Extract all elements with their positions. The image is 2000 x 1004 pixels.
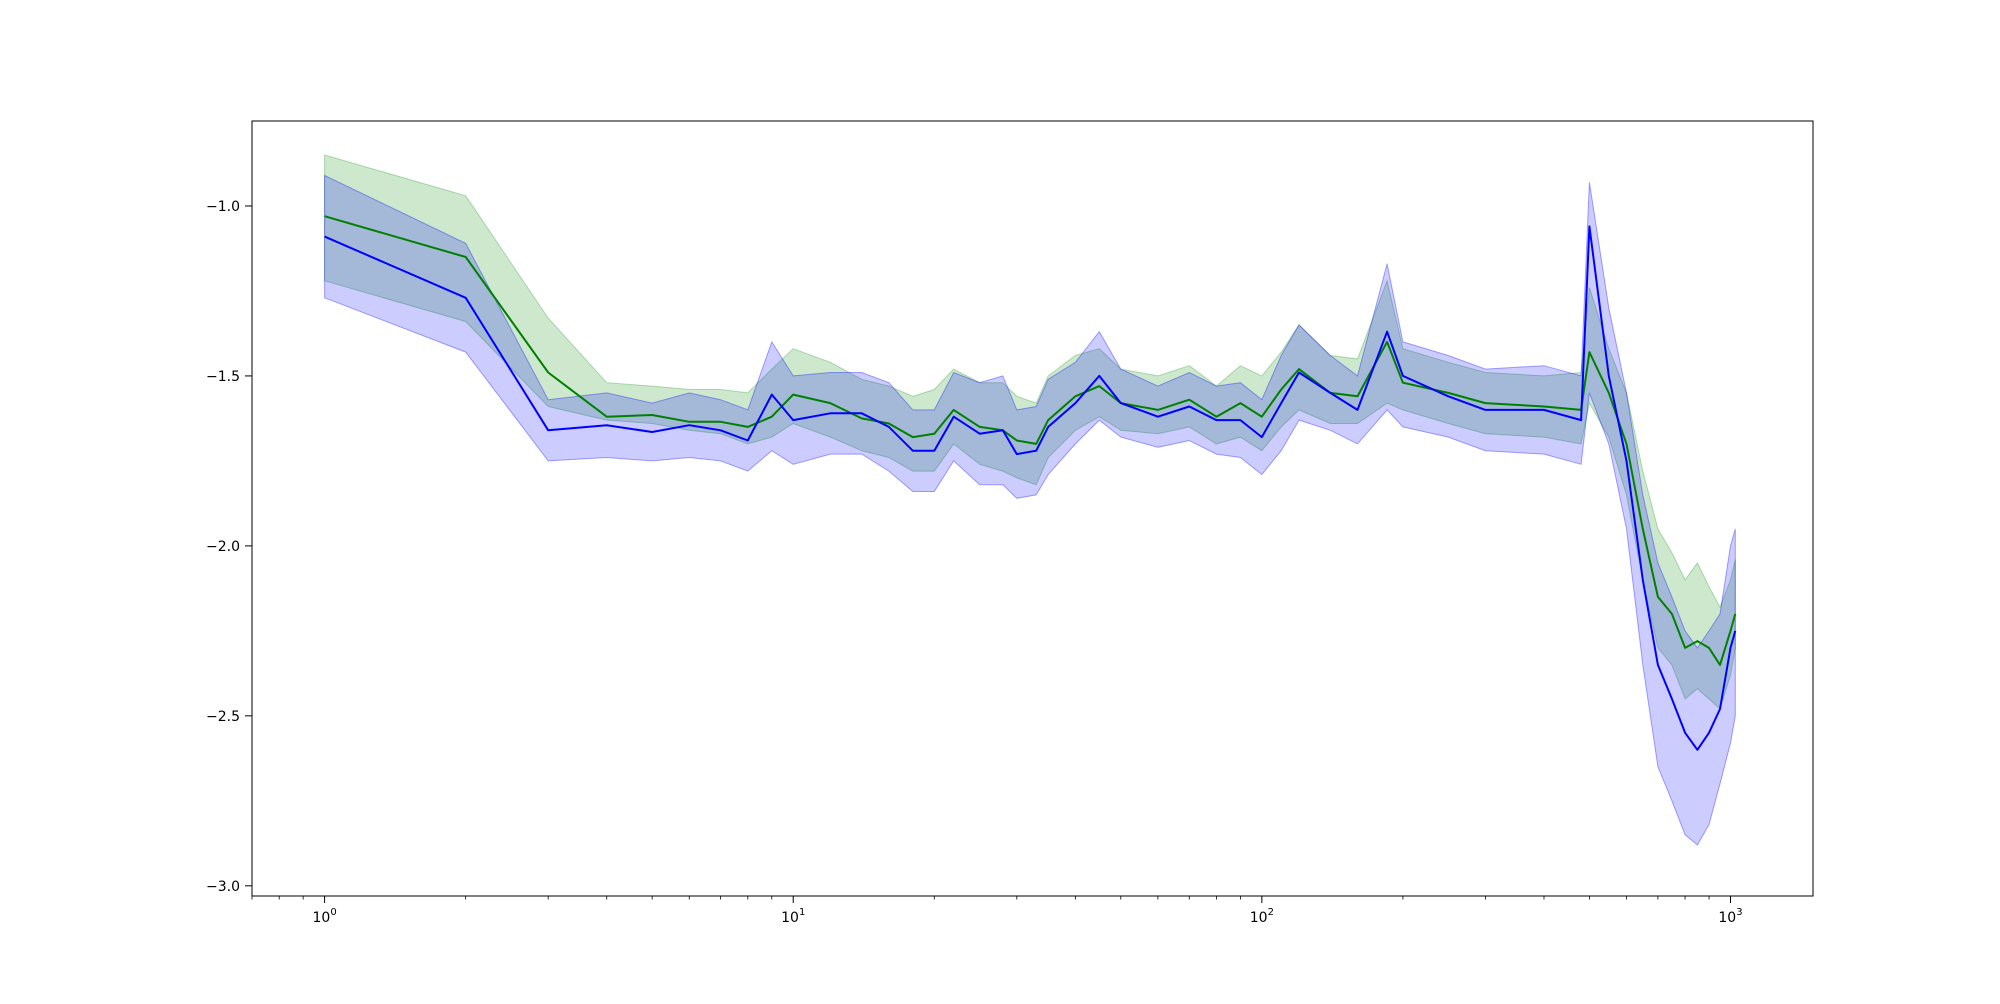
series-lines xyxy=(324,215,1737,751)
x-tick-label: 103 xyxy=(1718,907,1742,926)
line-series-1 xyxy=(324,215,1737,666)
x-tick-label: 102 xyxy=(1250,907,1274,926)
y-tick-label: −1.0 xyxy=(206,199,240,215)
band-series-1 xyxy=(324,154,1736,710)
line-series-2 xyxy=(324,225,1737,751)
x-tick-label: 100 xyxy=(312,907,336,926)
plot-frame xyxy=(251,120,1814,897)
y-axis: −1.0 −1.5 −2.0 −2.5 −3.0 xyxy=(206,199,252,895)
y-tick-label: −2.0 xyxy=(206,539,240,555)
y-tick-label: −3.0 xyxy=(206,879,240,895)
x-axis: 100 101 102 103 xyxy=(251,896,1743,926)
x-tick-label: 101 xyxy=(781,907,805,926)
y-tick-label: −1.5 xyxy=(206,369,240,385)
y-tick-label: −2.5 xyxy=(206,709,240,725)
